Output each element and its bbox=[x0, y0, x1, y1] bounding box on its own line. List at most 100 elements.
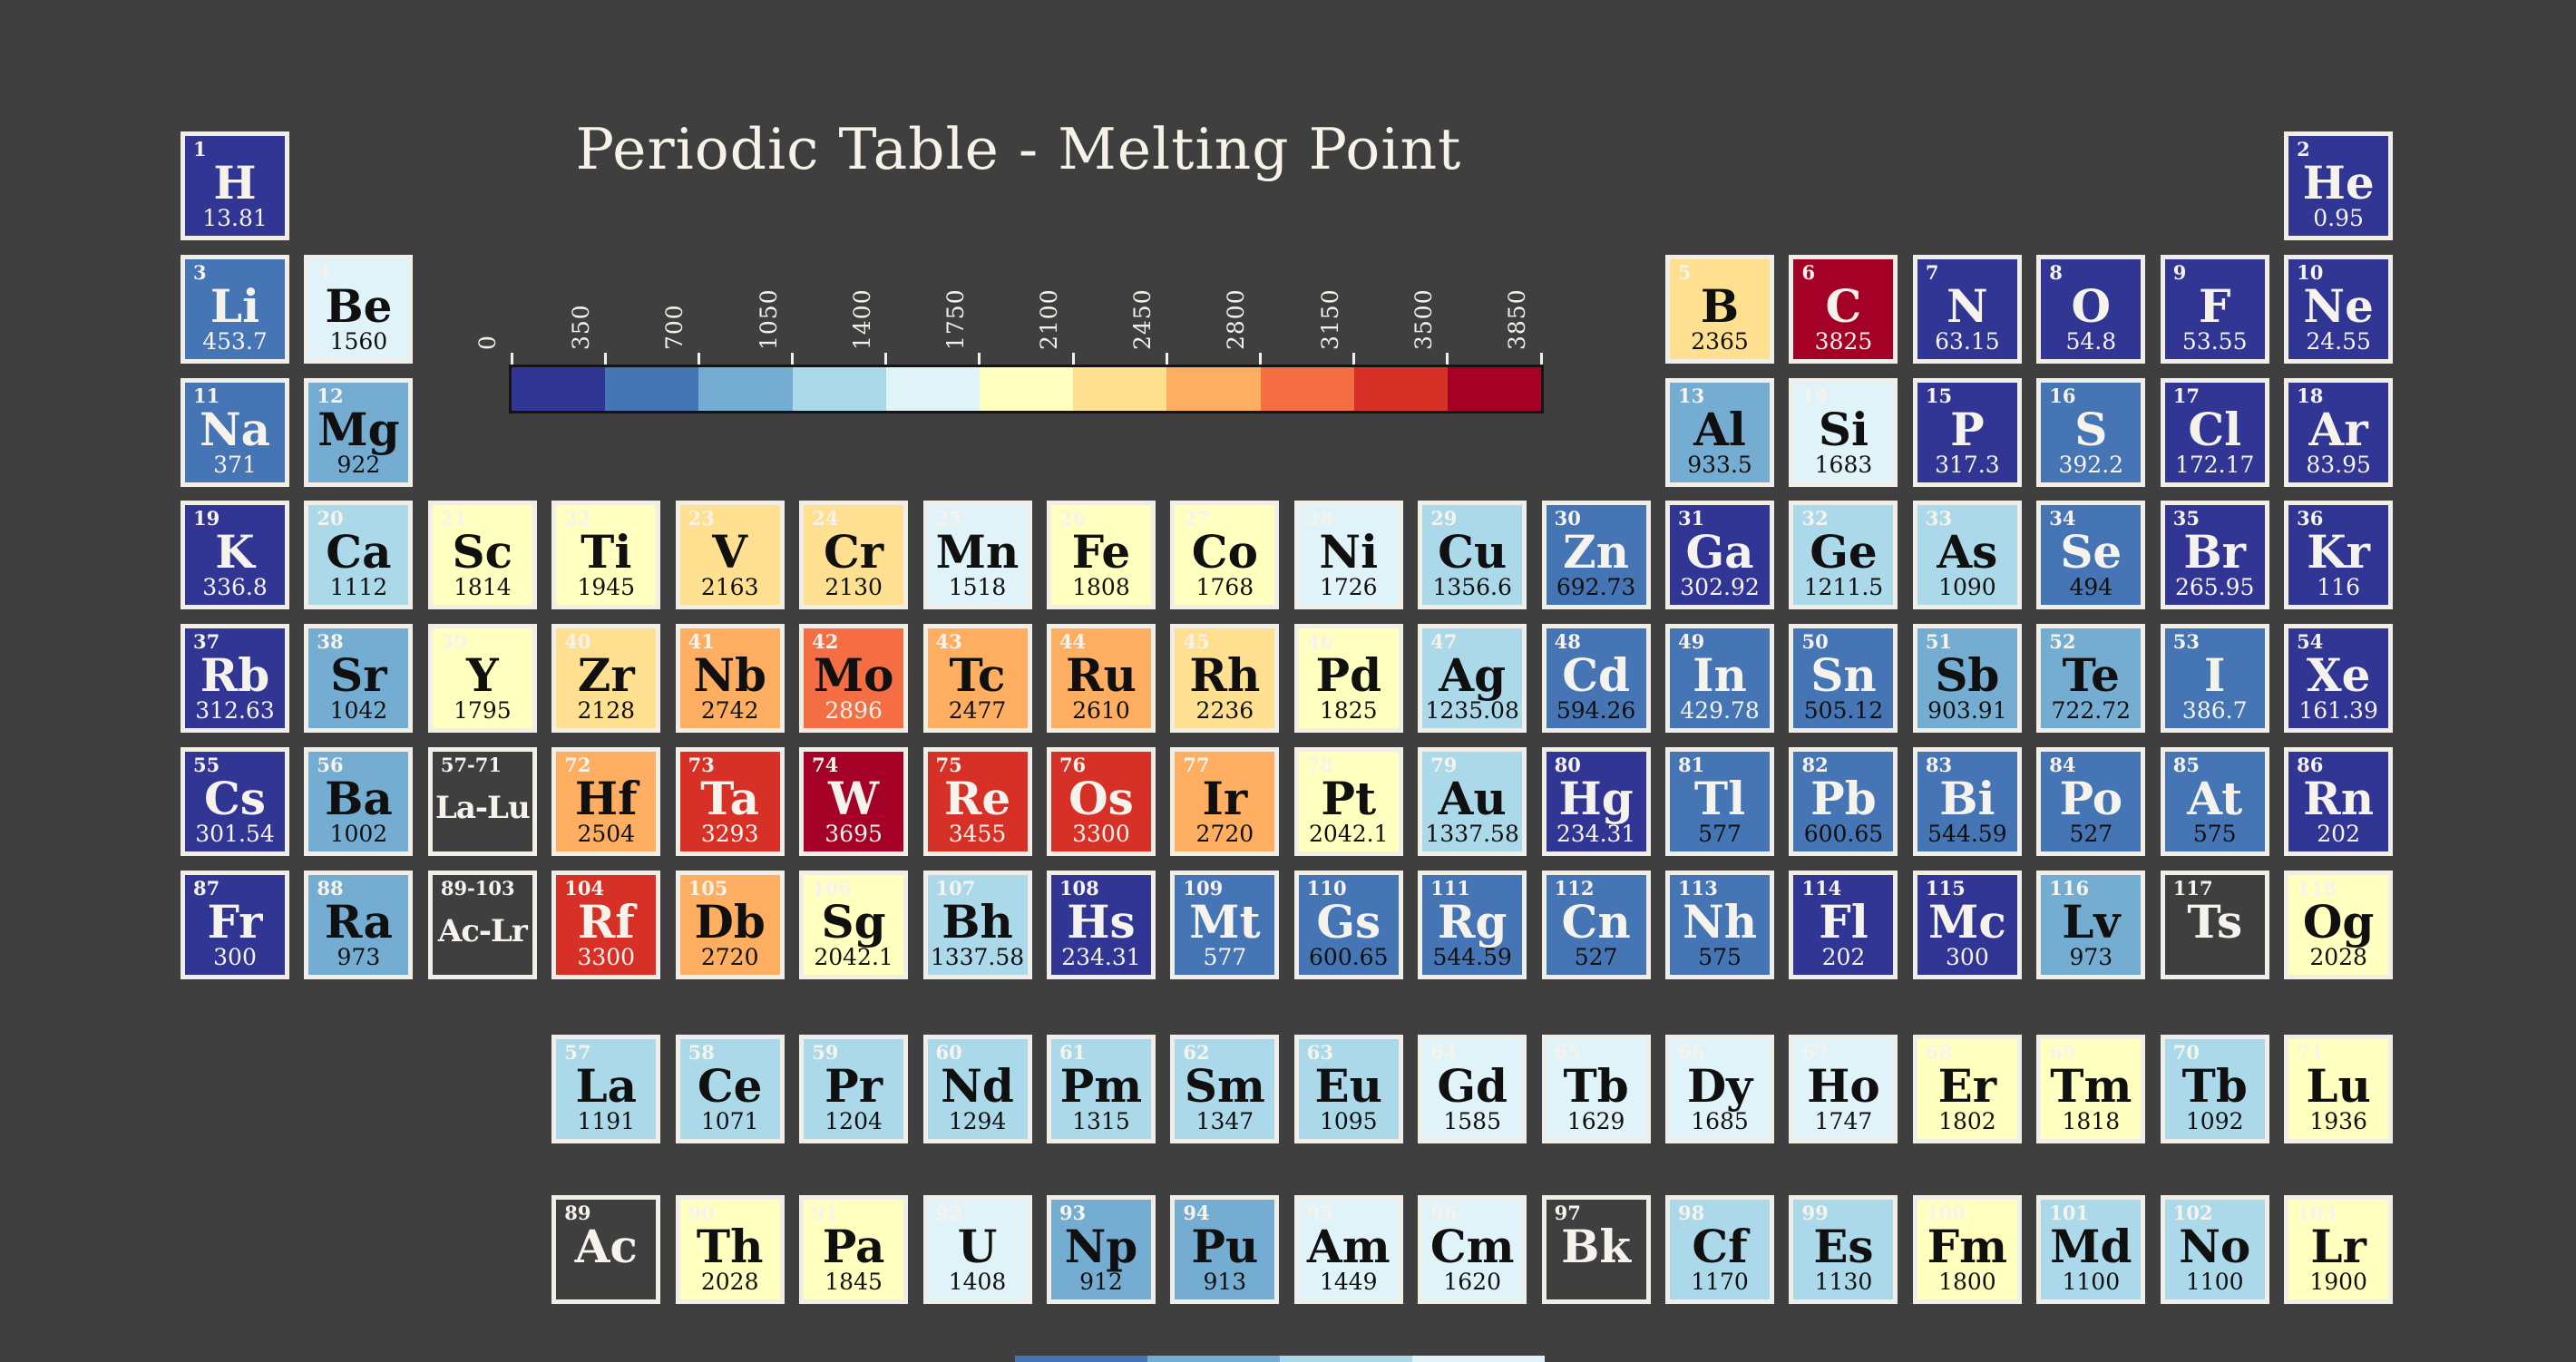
element-cell: 20 Ca 1112 bbox=[304, 501, 414, 609]
element-symbol: Ar bbox=[2308, 403, 2368, 456]
element-symbol: Nb bbox=[693, 648, 766, 702]
element-value: 453.7 bbox=[202, 328, 268, 355]
element-value: 2504 bbox=[577, 821, 636, 847]
element-symbol: Sr bbox=[330, 648, 387, 702]
element-value: 312.63 bbox=[195, 697, 275, 724]
element-symbol: Ho bbox=[1807, 1059, 1880, 1113]
atomic-number: 5 bbox=[1678, 261, 1692, 284]
atomic-number: 1 bbox=[193, 138, 207, 161]
colorbar-tick-label: 1400 bbox=[848, 288, 875, 350]
element-symbol: Pd bbox=[1315, 648, 1382, 702]
element-symbol: Be bbox=[325, 279, 393, 333]
element-cell: 60 Nd 1294 bbox=[922, 1035, 1032, 1143]
element-symbol: S bbox=[2074, 403, 2108, 456]
element-symbol: Cr bbox=[824, 525, 884, 579]
element-value: 913 bbox=[1203, 1269, 1247, 1295]
atomic-number: 62 bbox=[1183, 1041, 1210, 1064]
colorbar-tick-label: 3150 bbox=[1316, 288, 1343, 350]
colorbar-tick bbox=[1165, 353, 1168, 365]
element-symbol: At bbox=[2187, 772, 2243, 825]
atomic-number: 57 bbox=[564, 1041, 591, 1064]
element-symbol: Pu bbox=[1191, 1220, 1259, 1273]
atomic-number: 69 bbox=[2049, 1041, 2076, 1064]
element-value: 575 bbox=[1698, 944, 1742, 970]
atomic-number: 118 bbox=[2297, 877, 2337, 900]
element-value: 13.81 bbox=[202, 205, 268, 231]
element-value: 544.59 bbox=[1432, 944, 1512, 970]
element-value: 1747 bbox=[1814, 1108, 1873, 1134]
element-value: 202 bbox=[2317, 821, 2360, 847]
element-symbol: Si bbox=[1818, 403, 1869, 456]
element-value: 1936 bbox=[2309, 1108, 2367, 1134]
atomic-number: 19 bbox=[193, 507, 220, 530]
element-value: 1071 bbox=[700, 1108, 759, 1134]
element-symbol: Gd bbox=[1437, 1059, 1508, 1113]
element-symbol: Nh bbox=[1683, 895, 1758, 949]
element-cell: 52 Te 722.72 bbox=[2036, 624, 2146, 733]
atomic-number: 91 bbox=[812, 1201, 839, 1224]
atomic-number: 111 bbox=[1430, 877, 1471, 900]
element-value: 973 bbox=[2069, 944, 2113, 970]
colorbar-segment bbox=[1447, 367, 1542, 411]
chart-title: Periodic Table - Melting Point bbox=[575, 116, 1462, 182]
element-value: 2163 bbox=[700, 574, 759, 600]
atomic-number: 47 bbox=[1430, 630, 1458, 653]
element-cell: 79 Au 1337.58 bbox=[1418, 747, 1527, 856]
atomic-number: 105 bbox=[688, 877, 728, 900]
atomic-number: 86 bbox=[2297, 754, 2324, 776]
element-cell: 13 Al 933.5 bbox=[1665, 378, 1775, 487]
element-cell: 87 Fr 300 bbox=[181, 871, 289, 979]
element-value: 2028 bbox=[2309, 944, 2367, 970]
element-cell: 43 Tc 2477 bbox=[922, 624, 1032, 733]
colorbar-tick bbox=[1071, 353, 1075, 365]
atomic-number: 108 bbox=[1059, 877, 1099, 900]
element-cell: 18 Ar 83.95 bbox=[2284, 378, 2394, 487]
element-cell: 108 Hs 234.31 bbox=[1046, 871, 1156, 979]
atomic-number: 36 bbox=[2297, 507, 2324, 530]
element-symbol: Ni bbox=[1319, 525, 1379, 579]
element-value: 1211.5 bbox=[1803, 574, 1884, 600]
element-value: 903.91 bbox=[1927, 697, 2007, 724]
element-cell: 9 F 53.55 bbox=[2160, 255, 2269, 364]
element-symbol: Au bbox=[1438, 772, 1507, 825]
colorbar-segment bbox=[1166, 367, 1261, 411]
colorbar-tick-label: 350 bbox=[568, 304, 595, 350]
element-symbol: Nd bbox=[941, 1059, 1014, 1113]
element-symbol: Ts bbox=[2187, 895, 2243, 949]
element-symbol: Tm bbox=[2050, 1059, 2132, 1113]
colorbar-tick-label: 3850 bbox=[1504, 288, 1530, 350]
element-cell: 56 Ba 1002 bbox=[304, 747, 414, 856]
element-value: 392.2 bbox=[2058, 452, 2124, 478]
element-cell: 23 V 2163 bbox=[675, 501, 785, 609]
element-value: 2896 bbox=[825, 697, 883, 724]
element-symbol: Cf bbox=[1692, 1220, 1748, 1273]
colorbar-tick-label: 700 bbox=[661, 304, 688, 350]
atomic-number: 8 bbox=[2049, 261, 2063, 284]
element-cell: 97 Bk bbox=[1541, 1195, 1651, 1304]
element-symbol: Cu bbox=[1438, 525, 1508, 579]
element-symbol: Pb bbox=[1810, 772, 1877, 825]
element-cell: 24 Cr 2130 bbox=[799, 501, 909, 609]
element-cell: 59 Pr 1204 bbox=[799, 1035, 909, 1143]
cropped-colorbar-segment bbox=[1015, 1356, 1147, 1362]
element-value: 116 bbox=[2317, 574, 2360, 600]
atomic-number: 93 bbox=[1059, 1201, 1087, 1224]
element-value: 1800 bbox=[1938, 1269, 1996, 1295]
cropped-colorbar-segment bbox=[1147, 1356, 1280, 1362]
element-value: 1818 bbox=[2062, 1108, 2121, 1134]
element-symbol: Kr bbox=[2307, 525, 2371, 579]
atomic-number: 109 bbox=[1183, 877, 1224, 900]
element-cell: 98 Cf 1170 bbox=[1665, 1195, 1775, 1304]
element-cell: 73 Ta 3293 bbox=[675, 747, 785, 856]
element-cell: 48 Cd 594.26 bbox=[1541, 624, 1651, 733]
element-cell: 84 Po 527 bbox=[2036, 747, 2146, 856]
element-symbol: Rb bbox=[200, 648, 270, 702]
element-symbol: La-Lu bbox=[434, 790, 531, 826]
atomic-number: 31 bbox=[1678, 507, 1705, 530]
element-symbol: Lv bbox=[2062, 895, 2121, 949]
element-cell: 115 Mc 300 bbox=[1912, 871, 2022, 979]
atomic-number: 73 bbox=[688, 754, 715, 776]
atomic-number: 100 bbox=[1925, 1201, 1966, 1224]
element-cell: 74 W 3695 bbox=[799, 747, 909, 856]
element-value: 53.55 bbox=[2181, 328, 2248, 355]
